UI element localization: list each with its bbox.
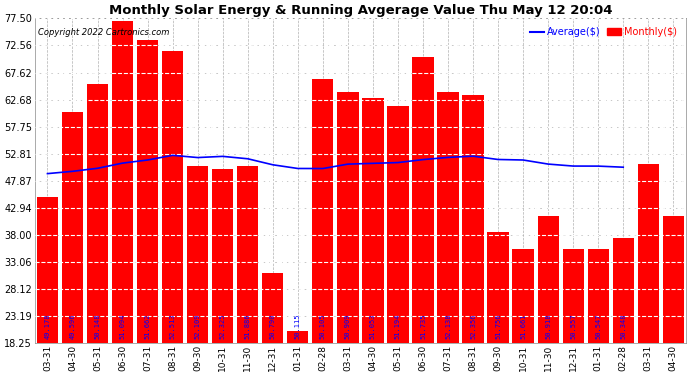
Text: 50.557: 50.557	[570, 313, 576, 339]
Text: Copyright 2022 Cartronics.com: Copyright 2022 Cartronics.com	[38, 28, 170, 37]
Bar	[87, 84, 108, 343]
Text: 50.115: 50.115	[295, 313, 301, 339]
Bar	[662, 216, 684, 343]
Title: Monthly Solar Energy & Running Avgerage Value Thu May 12 20:04: Monthly Solar Energy & Running Avgerage …	[108, 4, 612, 17]
Text: 50.909: 50.909	[345, 313, 351, 339]
Text: 50.348: 50.348	[620, 313, 627, 339]
Text: 50.105: 50.105	[320, 313, 326, 339]
Bar	[337, 92, 359, 343]
Text: 51.662: 51.662	[145, 313, 150, 339]
Bar	[262, 273, 284, 343]
Bar	[387, 106, 408, 343]
Bar	[37, 196, 58, 343]
Bar	[562, 249, 584, 343]
Text: 52.138: 52.138	[445, 313, 451, 339]
Text: 52.325: 52.325	[219, 313, 226, 339]
Bar	[187, 166, 208, 343]
Bar	[638, 164, 659, 343]
Bar	[212, 169, 233, 343]
Text: 51.053: 51.053	[370, 313, 376, 339]
Bar	[162, 51, 184, 343]
Text: 52.513: 52.513	[170, 313, 176, 339]
Bar	[112, 21, 133, 343]
Text: 51.661: 51.661	[520, 313, 526, 339]
Bar	[538, 216, 559, 343]
Text: 51.886: 51.886	[245, 313, 250, 339]
Text: 51.194: 51.194	[395, 313, 401, 339]
Text: 50.547: 50.547	[595, 313, 601, 339]
Bar	[588, 249, 609, 343]
Legend: Average($), Monthly($): Average($), Monthly($)	[526, 23, 681, 41]
Bar	[487, 232, 509, 343]
Bar	[362, 98, 384, 343]
Text: 51.094: 51.094	[119, 313, 126, 339]
Text: 50.918: 50.918	[545, 313, 551, 339]
Text: 50.148: 50.148	[95, 313, 101, 339]
Text: 51.735: 51.735	[420, 313, 426, 339]
Bar	[62, 111, 83, 343]
Bar	[413, 57, 433, 343]
Bar	[237, 166, 258, 343]
Bar	[437, 92, 459, 343]
Text: 52.356: 52.356	[470, 313, 476, 339]
Text: 52.109: 52.109	[195, 313, 201, 339]
Bar	[513, 249, 534, 343]
Bar	[312, 79, 333, 343]
Text: 51.756: 51.756	[495, 313, 501, 339]
Bar	[137, 40, 158, 343]
Bar	[287, 331, 308, 343]
Bar	[613, 238, 634, 343]
Text: 49.596: 49.596	[70, 313, 75, 339]
Text: 50.790: 50.790	[270, 313, 276, 339]
Text: 49.178: 49.178	[44, 313, 50, 339]
Bar	[462, 95, 484, 343]
